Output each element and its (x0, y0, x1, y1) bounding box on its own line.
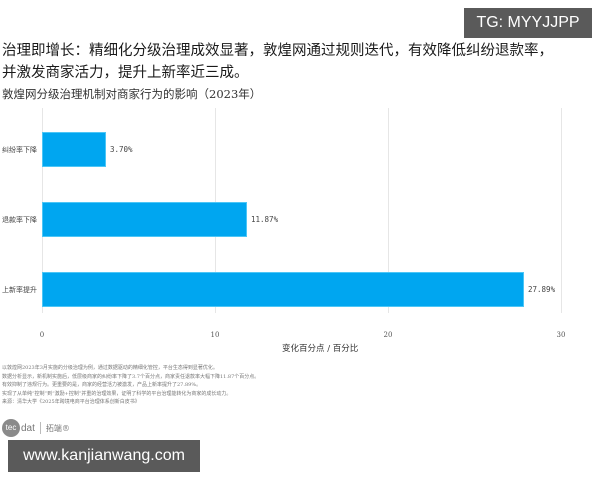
logo-divider (39, 422, 41, 434)
footnote-source: 来源：清华大学《2025年跨境电商平台治理体系创新白皮书》 (2, 399, 140, 405)
logo-brand-text: dat (21, 422, 35, 434)
bar-new-listing-rate (42, 272, 524, 307)
site-watermark: www.kanjianwang.com (8, 440, 200, 472)
bar-refund-rate (42, 202, 247, 237)
footnote-line: 数据分析显示，新机制实施后，低层级商家的纠纷率下降了3.7个百分点，商家责任退款… (2, 373, 260, 380)
logo-circle-icon: tec (2, 419, 20, 437)
category-label: 退款率下降 (2, 216, 37, 224)
x-tick-label: 30 (556, 331, 566, 339)
bar-dispute-rate (42, 132, 106, 167)
headline: 治理即增长：精细化分级治理成效显著，敦煌网通过规则迭代，有效降低纠纷退款率， 并… (2, 40, 598, 84)
headline-line-2: 并激发商家活力，提升上新率近三成。 (2, 65, 249, 81)
footnote-line: 有效抑制了违规行为。更重要的是，商家的经营活力被激发，产品上新率提升了27.89… (2, 382, 202, 388)
category-label: 上新率提升 (2, 286, 37, 294)
footnotes: 以敦煌网2023年3月实施的分级治理为例，通过数据驱动的精细化管控，平台生态得到… (2, 364, 302, 407)
category-label: 纠纷率下降 (2, 146, 37, 154)
tecdat-logo: tec dat 拓端® (2, 418, 70, 438)
bar-chart: 纠纷率下降 3.70% 退款率下降 11.87% 上新率提升 27.89% 0 … (2, 108, 566, 354)
x-tick-label: 0 (39, 331, 45, 339)
value-label: 11.87% (251, 215, 279, 224)
footnote-line: 以敦煌网2023年3月实施的分级治理为例，通过数据驱动的精细化管控，平台生态得到… (2, 365, 218, 371)
value-label: 27.89% (528, 285, 556, 294)
x-tick-label: 20 (383, 331, 393, 339)
headline-line-1: 治理即增长：精细化分级治理成效显著，敦煌网通过规则迭代，有效降低纠纷退款率， (2, 43, 553, 59)
footnote-line: 实现了从单纯“控制”到“激励+控制”并重的治理效果，证明了科学的平台治理能转化为… (2, 390, 232, 397)
value-label: 3.70% (110, 145, 133, 154)
chart-title: 敦煌网分级治理机制对商家行为的影响（2023年） (2, 87, 262, 101)
x-axis-label: 变化百分点 / 百分比 (282, 344, 359, 354)
x-tick-label: 10 (210, 331, 220, 339)
tg-watermark: TG: MYYJJPP (464, 8, 592, 38)
gridline-20 (388, 108, 389, 313)
logo-cn-text: 拓端® (45, 423, 70, 433)
gridline-30 (561, 108, 562, 313)
